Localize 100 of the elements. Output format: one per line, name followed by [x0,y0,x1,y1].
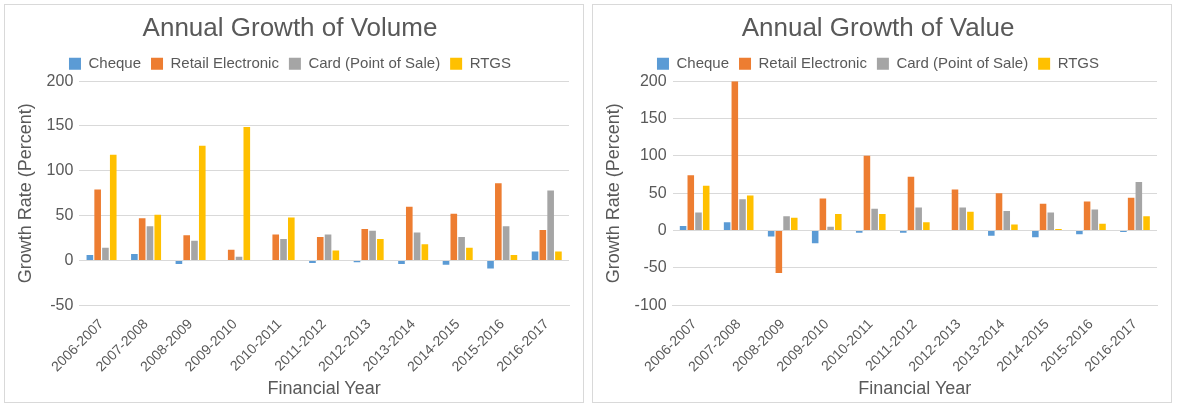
bar [1011,224,1018,231]
y-tick-label: -100 [634,295,667,313]
bar [102,247,109,260]
y-tick-label: 100 [639,146,667,164]
bar [731,81,739,231]
y-tick-label: 0 [64,250,74,268]
bar [450,213,458,260]
bar [775,231,783,274]
legend-label: Card (Point of Sale) [308,53,441,71]
y-tick-label: 100 [46,161,74,179]
legend-label: Retail Electronic [170,53,280,71]
y-tick-label: -50 [50,295,74,313]
bar [835,214,842,231]
legend-label: Retail Electronic [758,53,868,71]
legend-label: RTGS [469,53,512,71]
bar [739,199,746,231]
chart-title: Annual Growth of Value [741,11,1015,42]
bar [687,175,695,231]
y-tick-label: 50 [55,205,74,223]
bar [723,222,731,231]
bar [1076,231,1083,235]
bar [413,232,421,260]
bar [243,126,251,260]
bar [377,238,384,260]
bar [1032,231,1039,238]
bar [1039,203,1047,231]
bar [398,260,405,264]
y-tick-label: 200 [639,71,667,89]
bar [907,176,915,231]
bar [871,208,878,231]
bar [819,198,827,231]
bar [988,231,995,236]
bar [923,222,930,231]
x-axis-title: Financial Year [858,378,972,399]
bar [555,251,562,260]
bar [316,237,324,260]
bar [539,229,547,260]
y-axis-title: Growth Rate (Percent) [602,103,623,284]
bar [679,226,687,231]
bar [863,155,871,231]
legend-label: Cheque [88,53,142,71]
bar [1003,211,1011,231]
bar [879,214,886,231]
y-tick-label: -50 [643,258,667,276]
bar [369,230,376,260]
bar [1135,181,1143,231]
y-tick-label: 150 [639,108,667,126]
bar [951,189,959,231]
bar [915,207,922,231]
bar [811,231,819,244]
bar [280,238,287,260]
bar [790,217,798,231]
bar [198,145,206,260]
y-tick-label: 150 [46,116,74,134]
legend-label: RTGS [1057,53,1100,71]
legend-label: Cheque [676,53,730,71]
bar [783,216,790,231]
bar [154,214,162,260]
bar [1127,197,1135,231]
bar [405,206,413,260]
bar [175,260,183,264]
bar [324,234,332,260]
bar [967,211,974,231]
bar [146,226,154,260]
bar [531,251,539,260]
x-axis-title: Financial Year [267,378,381,399]
bar [191,240,198,260]
y-tick-label: 200 [46,71,74,89]
bar [235,256,243,260]
bar [510,255,518,260]
bar [487,260,494,269]
chart-title: Annual Growth of Volume [142,11,438,42]
bar [547,190,554,260]
bar [702,185,710,231]
bar [827,226,834,231]
bar [1143,216,1150,231]
bar [458,237,465,260]
bar [995,193,1003,231]
bar [94,189,101,260]
bar [1091,209,1099,231]
bar [138,218,146,260]
bar [746,195,754,231]
bar [502,226,510,260]
bar [272,234,280,260]
bar [421,244,429,260]
bar [1047,212,1055,231]
bar [309,260,316,264]
bar [109,154,117,260]
y-axis-title: Growth Rate (Percent) [14,103,35,284]
bar [227,249,235,260]
bar [959,207,966,231]
bar [442,260,450,265]
bar [288,217,295,260]
bar [695,212,702,231]
bar [466,247,473,260]
bar [131,254,138,260]
bar [86,255,94,260]
bar [1083,201,1091,231]
y-tick-label: 50 [648,183,667,201]
bar [1099,223,1106,231]
